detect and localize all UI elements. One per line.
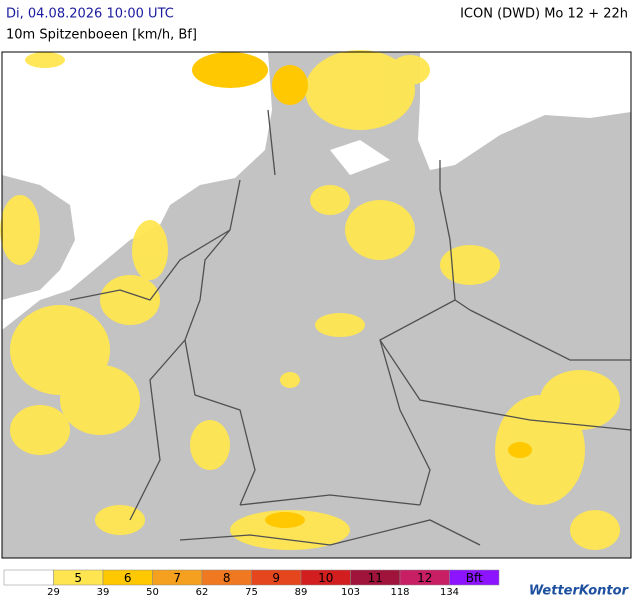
legend-label: 6 (124, 571, 132, 585)
legend-threshold: 89 (295, 587, 308, 598)
legend-label: 8 (223, 571, 231, 585)
legend-threshold: 103 (341, 587, 360, 598)
map (0, 50, 632, 559)
model-label: ICON (DWD) Mo 12 + 22h (460, 7, 628, 22)
subtitle: 10m Spitzenboeen [km/h, Bf] (6, 28, 197, 43)
legend-threshold: 29 (47, 587, 60, 598)
date-label: Di, 04.08.2026 10:00 UTC (6, 7, 174, 22)
legend-threshold: 75 (245, 587, 258, 598)
legend-label: 12 (417, 571, 432, 585)
legend-swatch (449, 569, 500, 586)
legend-threshold: 62 (196, 587, 209, 598)
legend-label: 11 (368, 571, 383, 585)
legend-label: 5 (74, 571, 82, 585)
legend-threshold: 118 (390, 587, 409, 598)
legend-threshold: 134 (440, 587, 459, 598)
legend-swatch (3, 569, 54, 586)
legend-label: 7 (173, 571, 181, 585)
legend-threshold: 50 (146, 587, 159, 598)
legend-label: Bft (466, 571, 483, 585)
legend-label: 9 (272, 571, 280, 585)
legend-label: 10 (318, 571, 333, 585)
brand-logo: WetterKontor (529, 584, 630, 599)
legend-threshold: 39 (97, 587, 110, 598)
